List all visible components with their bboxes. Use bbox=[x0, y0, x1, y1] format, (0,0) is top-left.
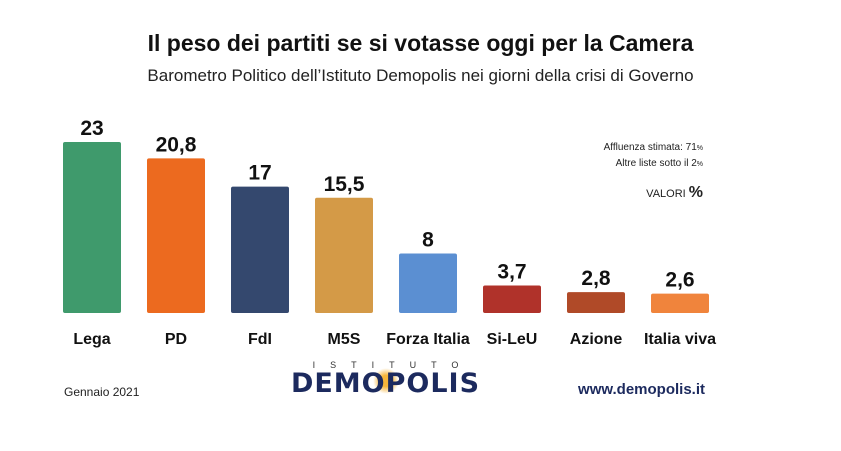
affluenza-unit: % bbox=[696, 145, 703, 152]
category-label: Italia viva bbox=[644, 331, 716, 348]
bar-azione bbox=[567, 292, 625, 313]
value-label: 2,6 bbox=[665, 269, 694, 292]
value-label: 2,8 bbox=[581, 267, 611, 290]
value-label: 3,7 bbox=[497, 260, 526, 283]
chart-subtitle: Barometro Politico dell’Istituto Demopol… bbox=[147, 66, 694, 85]
bar-si-leu bbox=[483, 285, 541, 313]
bar-italia-viva bbox=[651, 293, 709, 313]
value-label: 20,8 bbox=[156, 133, 197, 156]
category-label: Lega bbox=[73, 331, 110, 348]
value-label: 23 bbox=[80, 117, 103, 140]
affluenza-note: Affluenza stimata: 71% bbox=[604, 140, 703, 156]
value-label: 8 bbox=[422, 229, 434, 252]
footer-url: www.demopolis.it bbox=[578, 381, 705, 398]
logo-istituto-text: ISTITUTO bbox=[312, 360, 474, 370]
valori-note: VALORI % bbox=[646, 184, 703, 202]
category-label: PD bbox=[165, 331, 187, 348]
bar-lega bbox=[63, 142, 121, 313]
category-label: Azione bbox=[570, 331, 623, 348]
category-label: Forza Italia bbox=[386, 331, 470, 348]
bar-forza-italia bbox=[399, 253, 457, 313]
value-label: 17 bbox=[248, 162, 271, 185]
bar-pd bbox=[147, 158, 205, 313]
valori-label: VALORI bbox=[646, 188, 686, 200]
category-label: M5S bbox=[328, 331, 361, 348]
bar-m5s bbox=[315, 197, 373, 313]
logo-wordmark: DEMOPOLIS bbox=[290, 368, 481, 399]
demopolis-logo: ISTITUTO DEMOPOLIS bbox=[273, 360, 498, 399]
footer-date: Gennaio 2021 bbox=[64, 385, 140, 399]
chart-notes: Affluenza stimata: 71% Altre liste sotto… bbox=[604, 140, 703, 172]
altre-liste-label: Altre liste sotto il 2 bbox=[615, 158, 697, 169]
bar-fdi bbox=[231, 186, 289, 313]
valori-unit: % bbox=[688, 184, 703, 201]
logo-demopolis-text: DEMOPOLIS bbox=[273, 368, 498, 399]
category-label: Si-LeU bbox=[487, 331, 538, 348]
value-label: 15,5 bbox=[324, 173, 365, 196]
altre-liste-unit: % bbox=[696, 161, 703, 168]
category-label: FdI bbox=[248, 331, 272, 348]
altre-liste-note: Altre liste sotto il 2% bbox=[604, 156, 703, 172]
affluenza-label: Affluenza stimata: 71 bbox=[603, 142, 697, 153]
chart-title: Il peso dei partiti se si votasse oggi p… bbox=[147, 30, 694, 56]
